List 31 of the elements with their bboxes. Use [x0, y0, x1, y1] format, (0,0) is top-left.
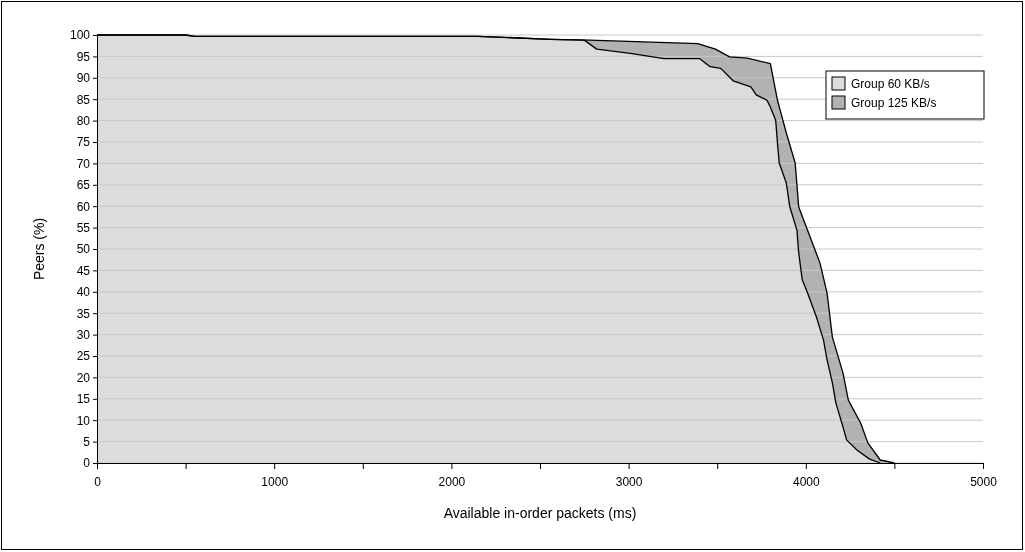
x-tick-label: 5000: [970, 475, 998, 490]
y-tick-label: 40: [76, 285, 91, 300]
legend-label: Group 60 KB/s: [851, 77, 930, 91]
y-tick-label: 15: [76, 392, 91, 407]
y-tick-label: 10: [76, 413, 91, 428]
y-tick-label: 80: [76, 113, 91, 128]
y-axis-title: Peers (%): [31, 217, 47, 281]
y-tick-label: 20: [76, 370, 91, 385]
y-tick-label: 100: [69, 28, 91, 43]
x-tick-label: 3000: [615, 475, 643, 490]
y-tick-label: 65: [76, 178, 91, 193]
x-axis-title: Available in-order packets (ms): [443, 505, 637, 521]
y-tick-label: 5: [83, 434, 91, 449]
y-tick-label: 50: [76, 242, 91, 257]
y-tick-label: 0: [83, 456, 91, 471]
y-tick-label: 60: [76, 199, 91, 214]
legend-label: Group 125 KB/s: [851, 96, 937, 110]
y-tick-label: 30: [76, 327, 91, 342]
y-tick-label: 75: [76, 135, 91, 150]
y-tick-label: 45: [76, 263, 91, 278]
x-tick-label: 2000: [438, 475, 466, 490]
x-tick-label: 1000: [261, 475, 289, 490]
y-tick-label: 90: [76, 71, 91, 86]
x-tick-label: 0: [94, 475, 102, 490]
y-tick-label: 95: [76, 49, 91, 64]
y-tick-label: 85: [76, 92, 91, 107]
y-tick-label: 35: [76, 306, 91, 321]
y-tick-label: 55: [76, 220, 91, 235]
y-tick-label: 25: [76, 349, 91, 364]
x-tick-label: 4000: [792, 475, 820, 490]
y-tick-label: 70: [76, 156, 91, 171]
